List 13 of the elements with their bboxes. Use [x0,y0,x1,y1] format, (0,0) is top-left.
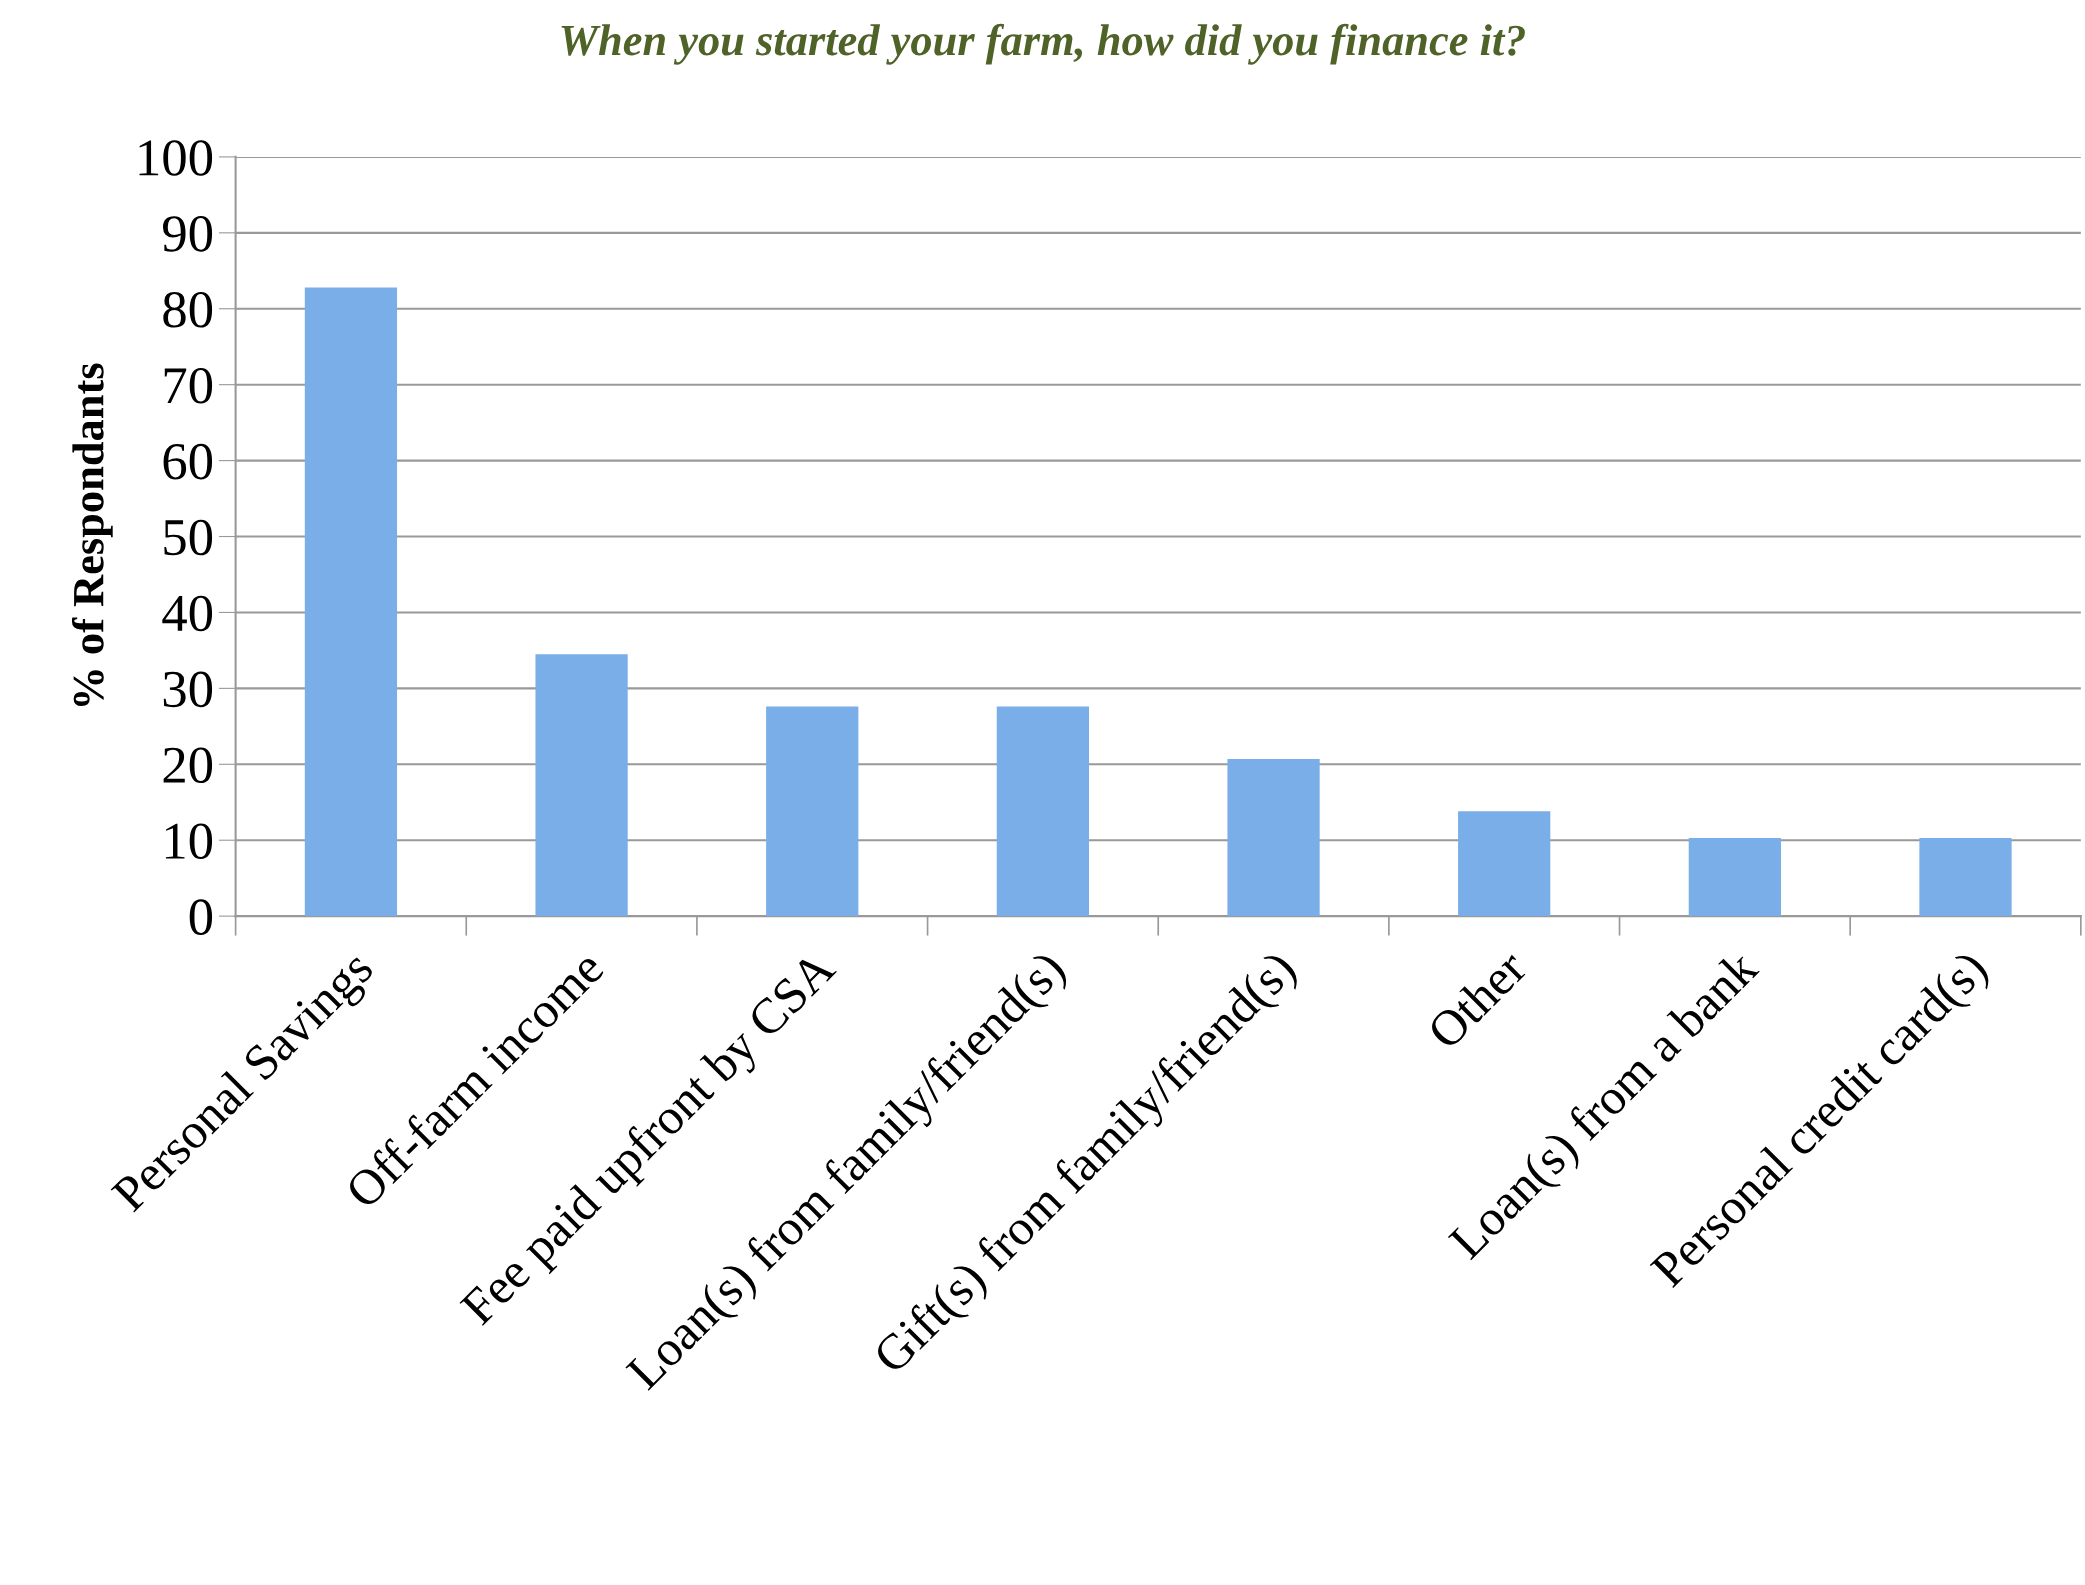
y-tick-label: 20 [163,747,213,784]
y-axis-title: % of Respondants [71,363,113,707]
y-tick-label: 40 [162,595,213,632]
y-tick-label: 100 [139,140,213,176]
y-tick-label: 30 [163,671,213,708]
y-tick-label: 0 [189,899,213,935]
y-tick-label: 50 [164,519,213,556]
y-tick-label: 60 [163,443,213,480]
chart-title: When you started your farm, how did you finance it? [561,23,1525,65]
y-tick-label: 70 [164,367,213,404]
y-tick-label: 80 [163,291,213,328]
y-tick-label: 90 [163,216,213,252]
y-tick-label: 10 [165,823,213,860]
